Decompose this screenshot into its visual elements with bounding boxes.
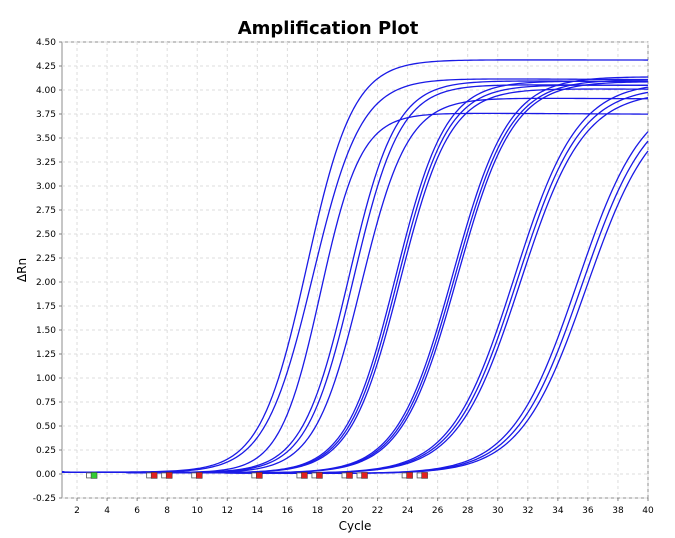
marker-threshold_ct-9 — [361, 472, 368, 479]
marker-threshold_ct-4 — [195, 472, 203, 479]
marker-threshold_start-1 — [90, 472, 98, 479]
x-tick-label: 38 — [612, 506, 624, 516]
x-tick-label: 22 — [372, 506, 383, 516]
x-tick-label: 28 — [462, 506, 474, 516]
x-tick-label: 36 — [582, 506, 594, 516]
y-tick-label: 4.00 — [36, 86, 56, 96]
x-tick-label: 30 — [492, 506, 504, 516]
x-tick-label: 14 — [252, 506, 264, 516]
x-tick-label: 12 — [222, 506, 233, 516]
x-axis-label: Cycle — [339, 519, 372, 533]
y-tick-label: 2.50 — [36, 230, 56, 240]
x-tick-label: 20 — [342, 506, 354, 516]
x-tick-label: 34 — [552, 506, 564, 516]
series-layer — [61, 59, 649, 474]
marker-threshold_ct-2 — [150, 472, 158, 479]
y-tick-label: 1.00 — [36, 374, 56, 384]
y-tick-label: 2.75 — [36, 206, 56, 216]
y-tick-label: 2.25 — [36, 254, 56, 264]
marker-threshold_ct-7 — [316, 472, 323, 479]
marker-threshold_ct-5 — [256, 472, 263, 479]
x-tick-label: 24 — [402, 506, 414, 516]
marker-threshold_ct-6 — [301, 472, 308, 479]
y-tick-label: 3.50 — [36, 134, 56, 144]
y-tick-label: 4.25 — [36, 62, 56, 72]
marker-layer — [86, 472, 428, 479]
x-tick-label: 2 — [74, 506, 80, 516]
marker-threshold_ct-3 — [165, 472, 173, 479]
x-tick-label: 4 — [104, 506, 110, 516]
y-tick-label: 0.25 — [36, 446, 56, 456]
y-tick-label: 0.50 — [36, 422, 56, 432]
x-tick-label: 6 — [134, 506, 140, 516]
y-tick-label: 1.25 — [36, 350, 56, 360]
x-tick-label: 16 — [282, 506, 294, 516]
y-tick-label: 4.50 — [36, 38, 56, 48]
chart-title: Amplification Plot — [238, 18, 419, 39]
x-tick-label: 8 — [164, 506, 170, 516]
y-tick-label: 1.50 — [36, 326, 56, 336]
x-tick-label: 26 — [432, 506, 444, 516]
marker-threshold_ct-8 — [346, 472, 353, 479]
x-tick-label: 10 — [192, 506, 204, 516]
y-axis: -0.25 0.00 0.25 0.50 0.75 1.00 1.25 1.50 1.75 2.0… — [33, 38, 62, 504]
y-tick-label: 0.00 — [36, 470, 56, 480]
x-tick-label: 18 — [312, 506, 324, 516]
y-tick-label: 0.75 — [36, 398, 56, 408]
x-axis: 2 4 6 8 10 12 14 16 18 20 22 24 26 28 30 32 34 36 38 40 — [74, 498, 654, 516]
y-axis-label: ΔRn — [15, 258, 29, 282]
y-tick-label: -0.25 — [33, 494, 56, 504]
amplification-curve-18 — [61, 150, 649, 474]
x-tick-label: 40 — [642, 506, 654, 516]
y-tick-label: 3.75 — [36, 110, 56, 120]
y-tick-label: 1.75 — [36, 302, 56, 312]
y-tick-label: 2.00 — [36, 278, 56, 288]
x-tick-label: 32 — [522, 506, 533, 516]
marker-threshold_ct-10 — [406, 472, 413, 479]
marker-outline-5 — [251, 472, 258, 479]
y-tick-label: 3.25 — [36, 158, 56, 168]
marker-threshold_ct-11 — [421, 472, 428, 479]
y-tick-label: 3.00 — [36, 182, 56, 192]
